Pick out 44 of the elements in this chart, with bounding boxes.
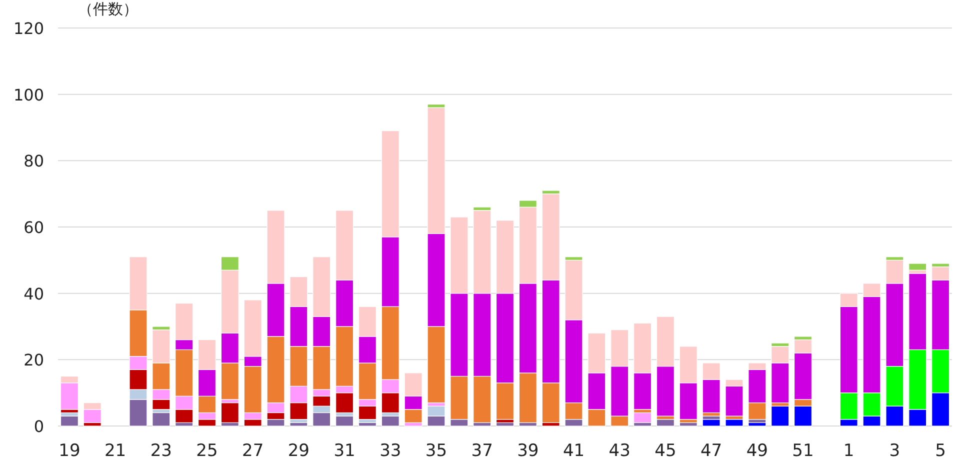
x-tick-label: 21 (104, 441, 126, 461)
x-tick-label: 19 (58, 441, 80, 461)
y-axis-title: （件数） (78, 0, 138, 18)
x-tick-label: 31 (334, 441, 356, 461)
bar (679, 422, 698, 426)
y-tick-label: 40 (24, 284, 44, 304)
y-tick-label: 80 (24, 152, 44, 171)
x-tick-label: 3 (889, 441, 900, 461)
x-tick-label: 37 (471, 441, 493, 461)
y-tick-label: 0 (34, 417, 44, 436)
x-tick-label: 33 (380, 441, 402, 461)
x-tick-label: 23 (150, 441, 172, 461)
x-tick-label: 39 (517, 441, 539, 461)
bar (358, 422, 376, 426)
x-tick-label: 1 (843, 441, 854, 461)
y-tick-label: 20 (24, 350, 44, 370)
x-tick-label: 25 (196, 441, 218, 461)
x-tick-label: 47 (700, 441, 722, 461)
bar (908, 263, 927, 270)
bar (748, 422, 766, 426)
x-tick-label: 41 (562, 441, 585, 461)
x-tick-label: 5 (935, 441, 946, 461)
bar (220, 402, 239, 423)
x-tick-label: 49 (746, 441, 768, 461)
bar (60, 416, 78, 426)
bar (381, 416, 400, 426)
y-tick-label: 100 (13, 85, 44, 104)
bar (336, 416, 354, 426)
bar (725, 419, 744, 426)
bar (290, 422, 308, 426)
bar (152, 412, 170, 426)
x-tick-label: 35 (425, 441, 448, 461)
x-tick-label: 29 (288, 441, 310, 461)
bar (496, 422, 514, 426)
bar (771, 406, 790, 426)
x-tick-label: 45 (654, 441, 676, 461)
y-tick-label: 120 (13, 19, 44, 38)
bar (702, 419, 720, 426)
bar (634, 412, 652, 423)
x-tick-label: 27 (242, 441, 264, 461)
x-tick-label: 43 (608, 441, 630, 461)
y-tick-label: 60 (24, 218, 44, 237)
bar (656, 419, 674, 426)
x-tick-label: 51 (792, 441, 814, 461)
